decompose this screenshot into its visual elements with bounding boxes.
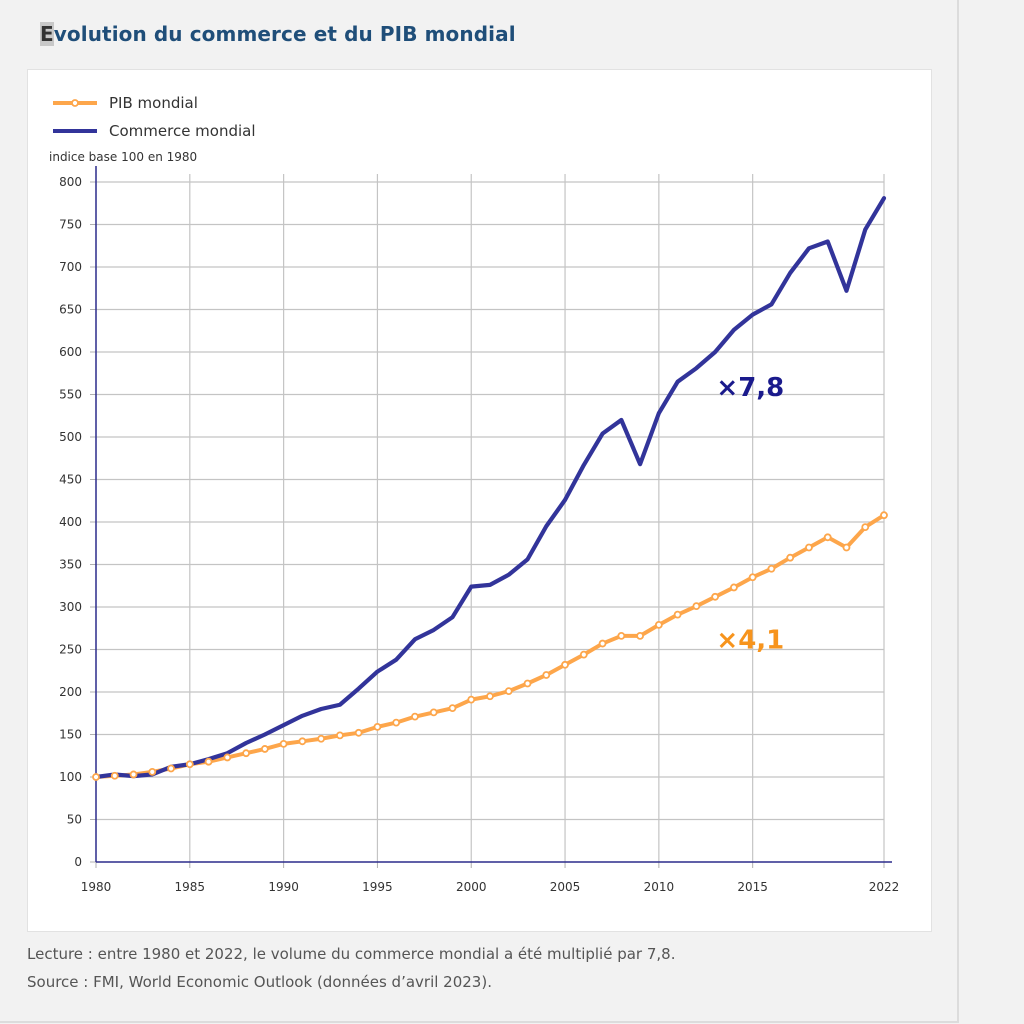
- data-point-pib-mondial: [748, 573, 757, 582]
- data-point-pib-mondial: [654, 620, 663, 629]
- data-point-pib-mondial: [561, 660, 569, 669]
- x-tick-label: 2010: [644, 880, 675, 894]
- data-point-pib-mondial: [823, 533, 832, 542]
- series-line-commerce-mondial: [93, 196, 887, 780]
- data-point-pib-mondial: [392, 718, 401, 727]
- y-tick-label: 350: [59, 558, 82, 572]
- data-point-pib-mondial: [448, 704, 457, 713]
- y-tick-label: 700: [59, 260, 82, 274]
- y-tick-label: 450: [59, 473, 82, 487]
- data-point-pib-mondial: [411, 712, 419, 721]
- y-tick-label: 550: [59, 388, 82, 402]
- data-point-pib-mondial: [129, 770, 138, 779]
- data-point-pib-mondial: [711, 592, 720, 601]
- data-point-pib-mondial: [429, 708, 438, 717]
- data-point-pib-mondial: [373, 722, 382, 731]
- data-point-pib-mondial: [298, 737, 307, 746]
- y-tick-label: 600: [59, 345, 82, 359]
- x-tick-label: 1995: [362, 880, 393, 894]
- legend: PIB mondial Commerce mondial: [53, 94, 256, 140]
- axes: 0 50 100 150 200 250 300 350 400 450 500 550 600 650 7…: [59, 166, 899, 894]
- chart-card: [27, 69, 932, 932]
- data-point-pib-mondial: [767, 564, 776, 573]
- data-point-pib-mondial: [204, 757, 213, 766]
- data-point-pib-mondial: [148, 768, 157, 776]
- data-point-pib-mondial: [579, 650, 588, 659]
- title-selection-highlight: E: [40, 22, 54, 46]
- x-tick-label: 2005: [550, 880, 581, 894]
- y-tick-label: 100: [59, 770, 82, 784]
- data-point-pib-mondial: [842, 543, 851, 552]
- annotations: ×7,8 ×4,1: [716, 373, 784, 655]
- x-tick-label: 2015: [737, 880, 768, 894]
- x-tick-label: 1980: [81, 880, 112, 894]
- data-point-pib-mondial: [673, 610, 682, 619]
- series-lines: [93, 196, 887, 780]
- data-point-pib-mondial: [486, 692, 494, 701]
- data-point-pib-mondial: [110, 771, 119, 780]
- y-tick-label: 300: [59, 600, 82, 614]
- data-point-pib-mondial: [617, 632, 626, 640]
- data-point-pib-mondial: [185, 760, 194, 769]
- x-tick-label: 1985: [175, 880, 206, 894]
- data-point-pib-mondial: [279, 739, 288, 748]
- y-tick-label: 400: [59, 515, 82, 529]
- data-point-pib-mondial: [336, 731, 344, 740]
- y-tick-label: 150: [59, 728, 82, 742]
- legend-marker-pib-mondial: [71, 99, 79, 107]
- data-point-pib-mondial: [598, 639, 607, 648]
- series-markers: [92, 511, 888, 781]
- data-point-pib-mondial: [317, 734, 326, 743]
- y-tick-label: 0: [74, 855, 82, 869]
- data-point-pib-mondial: [805, 543, 813, 552]
- x-tick-label: 2000: [456, 880, 487, 894]
- y-tick-label: 800: [59, 175, 82, 189]
- annotation-label: ×7,8: [716, 373, 784, 403]
- data-point-pib-mondial: [467, 695, 476, 704]
- side-panel: [959, 0, 1024, 1024]
- page-title: Evolution du commerce et du PIB mondial: [40, 22, 516, 46]
- y-axis-unit-label: indice base 100 en 1980: [49, 150, 197, 164]
- annotation-label: ×4,1: [716, 625, 784, 655]
- data-point-pib-mondial: [167, 764, 175, 773]
- x-tick-label: 2022: [869, 880, 900, 894]
- y-tick-label: 50: [67, 813, 82, 827]
- data-point-pib-mondial: [260, 745, 269, 753]
- data-point-pib-mondial: [354, 728, 363, 737]
- data-point-pib-mondial: [880, 511, 888, 520]
- data-point-pib-mondial: [242, 749, 250, 758]
- title-text: volution du commerce et du PIB mondial: [53, 22, 516, 46]
- x-tick-label: 1990: [268, 880, 299, 894]
- y-tick-label: 650: [59, 303, 82, 317]
- data-point-pib-mondial: [523, 679, 532, 688]
- data-point-pib-mondial: [861, 523, 870, 531]
- data-point-pib-mondial: [786, 553, 795, 562]
- y-tick-label: 750: [59, 218, 82, 232]
- legend-label-pib-mondial: PIB mondial: [109, 94, 198, 112]
- data-point-pib-mondial: [223, 753, 232, 762]
- data-point-pib-mondial: [636, 632, 644, 640]
- legend-label-commerce-mondial: Commerce mondial: [109, 122, 256, 140]
- data-point-pib-mondial: [730, 583, 738, 592]
- y-tick-label: 500: [59, 430, 82, 444]
- data-point-pib-mondial: [692, 602, 701, 611]
- data-point-pib-mondial: [92, 773, 100, 781]
- data-point-pib-mondial: [542, 671, 551, 679]
- caption-source: Source : FMI, World Economic Outlook (do…: [27, 973, 492, 991]
- data-point-pib-mondial: [504, 687, 513, 696]
- y-tick-label: 200: [59, 685, 82, 699]
- caption-lecture: Lecture : entre 1980 et 2022, le volume …: [27, 945, 676, 963]
- y-tick-label: 250: [59, 643, 82, 657]
